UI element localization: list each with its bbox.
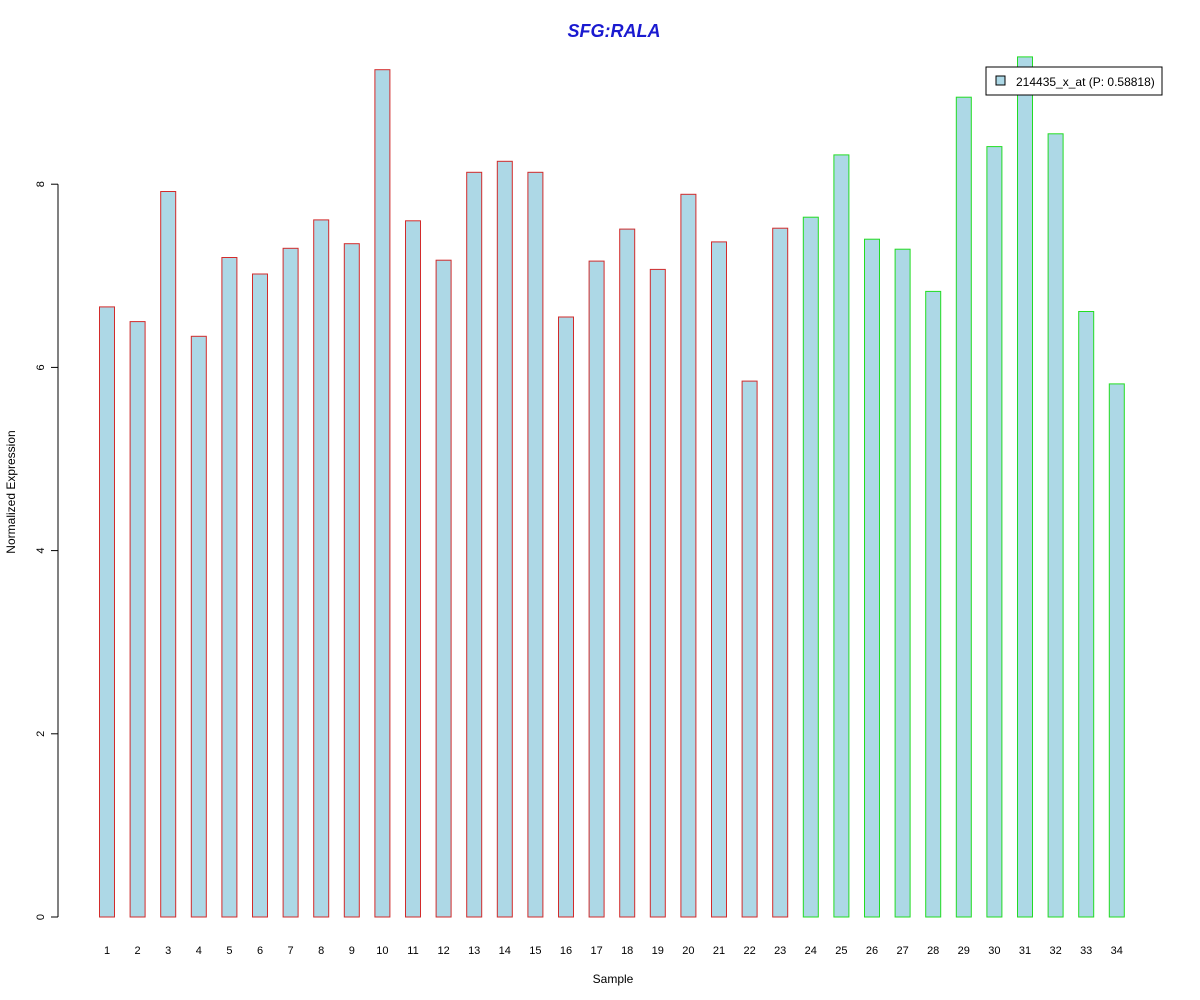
y-tick-label: 6 [35,364,47,370]
x-tick-label: 17 [590,945,602,957]
bar-sample-5 [221,257,238,918]
x-tick-label: 6 [257,945,263,957]
x-tick-label: 27 [896,945,908,957]
bar-sample-9 [343,243,360,918]
x-tick-label: 31 [1019,945,1031,957]
legend-box [985,66,1163,96]
x-tick-label: 3 [165,945,171,957]
bar-sample-30 [986,146,1003,918]
y-axis: 0 2 4 6 8 [35,181,59,920]
bar-sample-6 [252,273,268,918]
bar-sample-21 [711,241,727,918]
x-tick-label: 14 [499,945,511,957]
bar-sample-14 [496,160,513,918]
bar-sample-26 [864,238,880,918]
bar-sample-25 [833,154,850,918]
bar-sample-8 [313,219,330,918]
x-tick-label: 33 [1080,945,1092,957]
x-tick-label: 28 [927,945,939,957]
bar-sample-13 [466,171,483,918]
x-tick-label: 22 [743,945,755,957]
x-tick-label: 2 [135,945,141,957]
x-tick-labels: 1 2 3 4 5 6 7 8 9 10 11 12 13 14 15 16 17 18 19 20 21 22 23 24 2… [104,945,1123,957]
x-tick-label: 23 [774,945,786,957]
x-tick-label: 18 [621,945,633,957]
bar-sample-27 [894,248,911,918]
x-tick-label: 15 [529,945,541,957]
x-tick-label: 7 [288,945,294,957]
y-tick-label: 2 [35,731,47,737]
bar-sample-22 [741,380,758,918]
x-tick-label: 4 [196,945,202,957]
x-tick-label: 24 [805,945,817,957]
bar-sample-29 [955,96,972,918]
y-tick-label: 4 [35,548,47,554]
y-tick-label: 0 [35,914,47,920]
bar-sample-31 [1017,56,1033,918]
bar-sample-11 [405,220,421,918]
x-tick-label: 5 [226,945,232,957]
bar-sample-18 [619,228,636,918]
x-tick-label: 11 [407,945,418,957]
x-tick-label: 29 [958,945,970,957]
bar-sample-12 [435,259,452,918]
x-tick-label: 1 [104,945,110,957]
bar-sample-32 [1047,133,1064,918]
x-tick-label: 20 [682,945,694,957]
bar-sample-4 [190,335,207,918]
legend-label: 214435_x_at (P: 0.58818) [1016,75,1155,89]
bar-sample-1 [99,306,115,918]
x-axis-label: Sample [593,972,634,986]
x-tick-label: 16 [560,945,572,957]
bar-sample-20 [680,193,697,918]
x-tick-label: 13 [468,945,480,957]
x-tick-label: 26 [866,945,878,957]
y-axis-label: Normalized Expression [4,430,18,553]
chart-title: SFG:RALA [568,21,661,41]
bars-group [99,56,1125,918]
bar-sample-34 [1108,383,1125,918]
bar-sample-23 [772,227,789,918]
bar-sample-28 [925,290,942,918]
x-tick-label: 10 [376,945,388,957]
x-tick-label: 25 [835,945,847,957]
bar-sample-15 [527,171,544,918]
x-tick-label: 8 [318,945,324,957]
bar-sample-17 [588,260,605,918]
bar-sample-24 [802,216,819,918]
legend: 214435_x_at (P: 0.58818) [985,66,1163,96]
bar-sample-33 [1078,311,1095,918]
x-tick-label: 12 [437,945,449,957]
x-tick-label: 9 [349,945,355,957]
bar-sample-3 [160,191,177,918]
legend-swatch [995,75,1006,86]
bar-sample-16 [558,316,574,918]
y-tick-label: 8 [35,181,47,187]
x-tick-label: 19 [652,945,664,957]
x-tick-label: 30 [988,945,1000,957]
bar-sample-10 [374,69,391,918]
x-tick-label: 32 [1049,945,1061,957]
bar-sample-19 [649,268,666,918]
bar-sample-2 [129,321,146,918]
bar-sample-7 [282,247,299,918]
x-tick-label: 34 [1111,945,1123,957]
x-tick-label: 21 [713,945,725,957]
